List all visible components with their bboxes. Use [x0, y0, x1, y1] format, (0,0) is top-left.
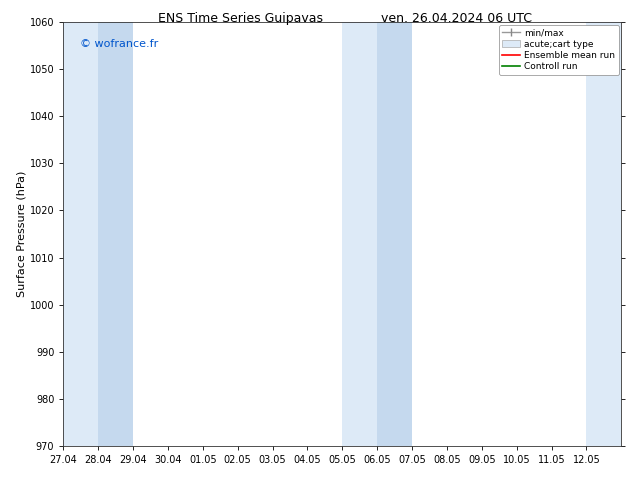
Bar — [63, 22, 98, 446]
Bar — [377, 22, 412, 446]
Bar — [98, 22, 133, 446]
Legend: min/max, acute;cart type, Ensemble mean run, Controll run: min/max, acute;cart type, Ensemble mean … — [499, 25, 619, 75]
Text: ven. 26.04.2024 06 UTC: ven. 26.04.2024 06 UTC — [381, 12, 532, 25]
Bar — [586, 22, 621, 446]
Bar — [377, 22, 412, 446]
Text: ENS Time Series Guipavas: ENS Time Series Guipavas — [158, 12, 323, 25]
Text: © wofrance.fr: © wofrance.fr — [80, 39, 158, 49]
Y-axis label: Surface Pressure (hPa): Surface Pressure (hPa) — [17, 171, 27, 297]
Bar — [98, 22, 133, 446]
Bar — [342, 22, 377, 446]
